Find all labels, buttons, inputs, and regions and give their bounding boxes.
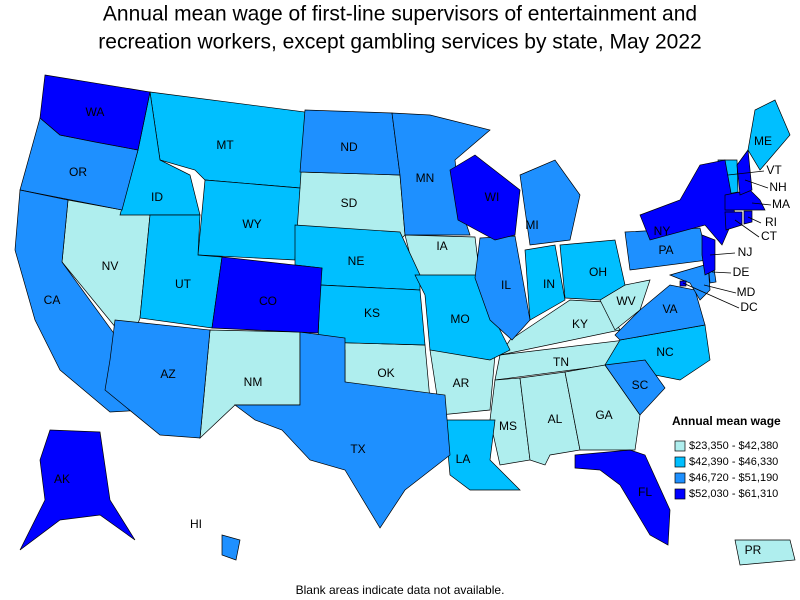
state-label: MD [737,285,756,299]
state [474,235,531,341]
state [559,239,626,301]
state-label: SC [632,378,649,392]
state-label: CO [259,294,277,308]
state-label: NC [656,345,674,359]
state-label: MS [499,419,517,433]
state-label: OR [69,165,87,179]
state-label: CA [44,293,61,307]
legend-swatch [674,456,686,468]
state [736,149,753,196]
state [524,244,566,321]
state [724,211,743,231]
state-label: NJ [738,245,753,259]
state-label: ME [754,134,772,148]
state-label: HI [190,517,202,531]
state [489,377,531,466]
state [19,429,136,551]
leader-line [747,216,762,224]
state [679,280,687,287]
leader-line [744,179,769,189]
state-label: UT [175,277,192,291]
state-label: KS [364,306,380,320]
state-label: LA [456,452,471,466]
state-label: AR [453,376,470,390]
leader-line [751,202,772,206]
title-line: Annual mean wage of first-line superviso… [103,3,697,26]
state [221,534,241,561]
state-label: WY [242,217,261,231]
state-label: PR [745,543,762,557]
state-label: OH [589,265,607,279]
state-label: WA [86,105,105,119]
state-label: AL [548,412,563,426]
legend-label: $42,390 - $46,330 [689,456,778,468]
state-label: DC [740,300,758,314]
state [211,256,323,334]
state [701,234,716,276]
legend-swatch [674,440,686,452]
legend-swatch [674,488,686,500]
state-label: KY [572,317,588,331]
state-label: RI [765,215,777,229]
state [449,154,521,241]
note: Blank areas indicate data not available. [296,583,505,597]
state-label: ND [340,140,358,154]
leader-line [734,219,760,238]
legend-label: $23,350 - $42,380 [689,440,778,452]
state-label: ID [151,190,163,204]
state-label: NY [654,224,671,238]
state [604,359,666,416]
state [743,210,753,225]
state [39,74,151,151]
state-label: TX [350,442,365,456]
state-label: MT [216,138,234,152]
state-label: IA [436,239,447,253]
title-line: recreation workers, except gambling serv… [98,31,701,54]
leader-line [711,271,732,274]
state-label: AZ [160,367,175,381]
state [519,159,581,246]
leader-line [703,284,737,294]
state-label: SD [341,196,358,210]
state-label: VA [662,302,677,316]
legend-swatch [674,472,686,484]
state-label: MO [450,312,469,326]
state-label: GA [595,408,612,422]
state [747,99,791,171]
state [444,419,521,491]
legend-label: $46,720 - $51,190 [689,472,778,484]
state [734,539,796,566]
state-label: MA [772,197,790,211]
state-label: TN [553,355,569,369]
state [574,449,671,546]
state [233,331,451,529]
leader-line [727,170,765,176]
state-label: MI [525,218,538,232]
state-label: CT [761,229,778,243]
leader-line [709,252,736,256]
leader-line [682,282,740,309]
state-label: MN [416,171,435,185]
state-label: OK [377,366,394,380]
state-label: VT [766,163,782,177]
state-label: NM [244,375,263,389]
state-label: WI [485,190,500,204]
legend-label: $52,030 - $61,310 [689,488,778,500]
state [104,319,211,439]
state-label: DE [733,265,750,279]
state-label: WV [616,294,635,308]
state [564,364,641,451]
state-label: NH [769,180,786,194]
legend-title: Annual mean wage [672,414,781,428]
state-label: IN [543,277,555,291]
state-label: IL [501,278,511,292]
state-label: FL [638,485,652,499]
state-label: PA [658,243,673,257]
state-label: AK [54,472,70,486]
state-label: NE [348,254,365,268]
state-label: NV [102,259,119,273]
